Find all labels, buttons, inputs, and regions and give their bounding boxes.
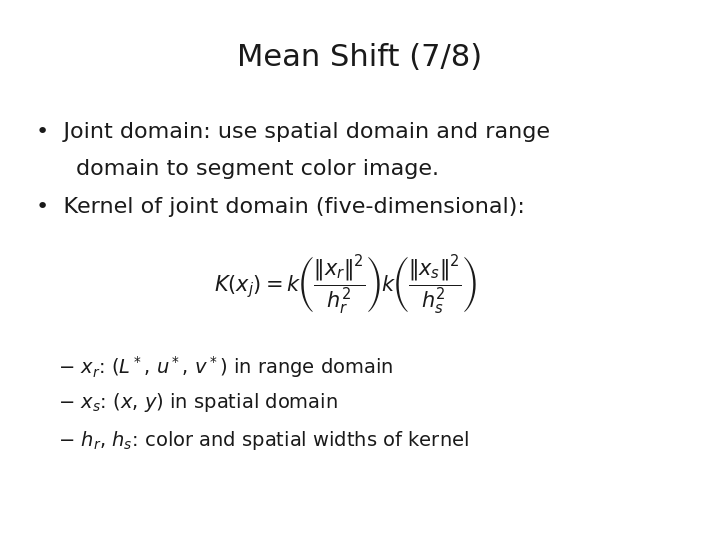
Text: $-\ x_r$: ($L^*$, $u^*$, $v^*$) in range domain: $-\ x_r$: ($L^*$, $u^*$, $v^*$) in range…: [58, 354, 393, 380]
Text: $K(x_j) = k\left(\dfrac{\|x_r\|^2}{h_r^2}\right) k\left(\dfrac{\|x_s\|^2}{h_s^2}: $K(x_j) = k\left(\dfrac{\|x_r\|^2}{h_r^2…: [214, 254, 477, 317]
Text: •  Kernel of joint domain (five-dimensional):: • Kernel of joint domain (five-dimension…: [36, 197, 525, 217]
Text: •  Joint domain: use spatial domain and range: • Joint domain: use spatial domain and r…: [36, 122, 550, 141]
Text: $-\ h_r$, $h_s$: color and spatial widths of kernel: $-\ h_r$, $h_s$: color and spatial width…: [58, 429, 469, 453]
Text: domain to segment color image.: domain to segment color image.: [76, 159, 438, 179]
Text: Mean Shift (7/8): Mean Shift (7/8): [238, 43, 482, 72]
Text: $-\ x_s$: ($x$, $y$) in spatial domain: $-\ x_s$: ($x$, $y$) in spatial domain: [58, 392, 338, 415]
